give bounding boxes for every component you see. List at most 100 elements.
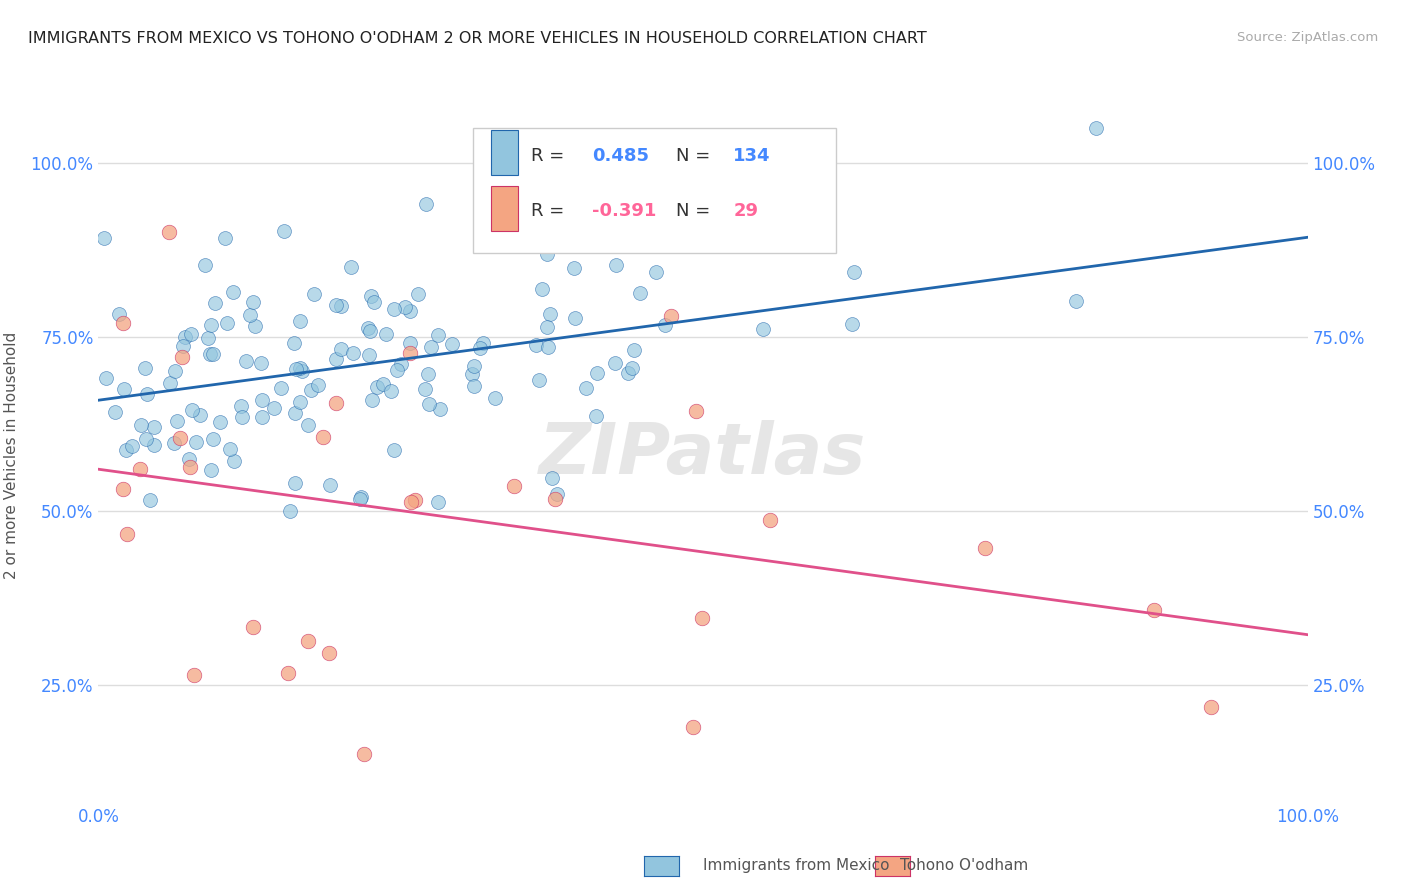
Point	[180, 402, 202, 417]
Point	[245, 318, 267, 333]
Point	[538, 307, 561, 321]
Point	[463, 359, 485, 373]
Point	[359, 324, 381, 338]
Point	[585, 366, 607, 380]
Point	[297, 418, 319, 433]
Text: IMMIGRANTS FROM MEXICO VS TOHONO O'ODHAM 2 OR MORE VEHICLES IN HOUSEHOLD CORRELA: IMMIGRANTS FROM MEXICO VS TOHONO O'ODHAM…	[28, 31, 927, 46]
Point	[273, 224, 295, 238]
Point	[115, 526, 138, 541]
Point	[304, 287, 326, 301]
Point	[389, 357, 412, 371]
Point	[208, 415, 231, 429]
Point	[162, 436, 184, 450]
Point	[177, 451, 200, 466]
Text: ZIPatlas: ZIPatlas	[540, 420, 866, 490]
Point	[250, 356, 273, 370]
Point	[366, 380, 388, 394]
Point	[242, 620, 264, 634]
Point	[169, 431, 191, 445]
Point	[134, 361, 156, 376]
Point	[621, 360, 644, 375]
Point	[690, 610, 713, 624]
Point	[415, 197, 437, 211]
Point	[413, 382, 436, 396]
Point	[204, 296, 226, 310]
Point	[188, 408, 211, 422]
Point	[340, 260, 363, 274]
Point	[536, 247, 558, 261]
Point	[1085, 120, 1108, 135]
Bar	[492, 130, 517, 175]
Point	[284, 406, 307, 420]
Point	[318, 646, 340, 660]
Point	[645, 265, 668, 279]
Text: R =: R =	[531, 147, 565, 165]
Point	[170, 351, 193, 365]
Point	[562, 261, 585, 276]
Point	[299, 383, 322, 397]
Point	[239, 308, 262, 322]
Point	[360, 288, 382, 302]
Point	[468, 341, 491, 355]
Point	[426, 494, 449, 508]
Point	[270, 381, 292, 395]
Point	[585, 409, 607, 423]
Text: Tohono O'odham: Tohono O'odham	[900, 858, 1028, 872]
Point	[380, 384, 402, 399]
Point	[546, 487, 568, 501]
Point	[172, 339, 194, 353]
Point	[179, 460, 201, 475]
Point	[418, 397, 440, 411]
Point	[382, 442, 405, 457]
Point	[353, 747, 375, 761]
Point	[524, 337, 547, 351]
Point	[371, 376, 394, 391]
Point	[325, 351, 347, 366]
Point	[973, 541, 995, 555]
Point	[231, 410, 253, 425]
Point	[1199, 700, 1222, 714]
Point	[628, 286, 651, 301]
Point	[291, 364, 314, 378]
Text: Source: ZipAtlas.com: Source: ZipAtlas.com	[1237, 31, 1378, 45]
Point	[250, 409, 273, 424]
Point	[166, 414, 188, 428]
Point	[536, 320, 558, 334]
Point	[541, 471, 564, 485]
Point	[197, 331, 219, 345]
Point	[350, 490, 373, 504]
Point	[325, 297, 347, 311]
Point	[537, 340, 560, 354]
Point	[484, 391, 506, 405]
Point	[277, 665, 299, 680]
Point	[184, 435, 207, 450]
Point	[752, 322, 775, 336]
Point	[214, 231, 236, 245]
Point	[1143, 603, 1166, 617]
Point	[143, 420, 166, 434]
Point	[107, 307, 129, 321]
Point	[617, 366, 640, 380]
Point	[1064, 293, 1087, 308]
Point	[288, 394, 311, 409]
Point	[159, 376, 181, 390]
Point	[463, 378, 485, 392]
Point	[165, 364, 187, 378]
Point	[201, 347, 224, 361]
Point	[375, 326, 398, 341]
Bar	[474, 128, 837, 253]
Point	[284, 475, 307, 490]
Point	[278, 503, 301, 517]
Point	[605, 258, 627, 272]
Point	[252, 392, 274, 407]
Point	[318, 478, 340, 492]
Point	[503, 479, 526, 493]
Point	[93, 231, 115, 245]
Point	[841, 317, 863, 331]
Text: R =: R =	[531, 202, 565, 220]
Point	[242, 295, 264, 310]
Point	[472, 335, 495, 350]
Point	[263, 401, 285, 415]
Point	[136, 387, 159, 401]
Text: 0.485: 0.485	[592, 147, 648, 165]
